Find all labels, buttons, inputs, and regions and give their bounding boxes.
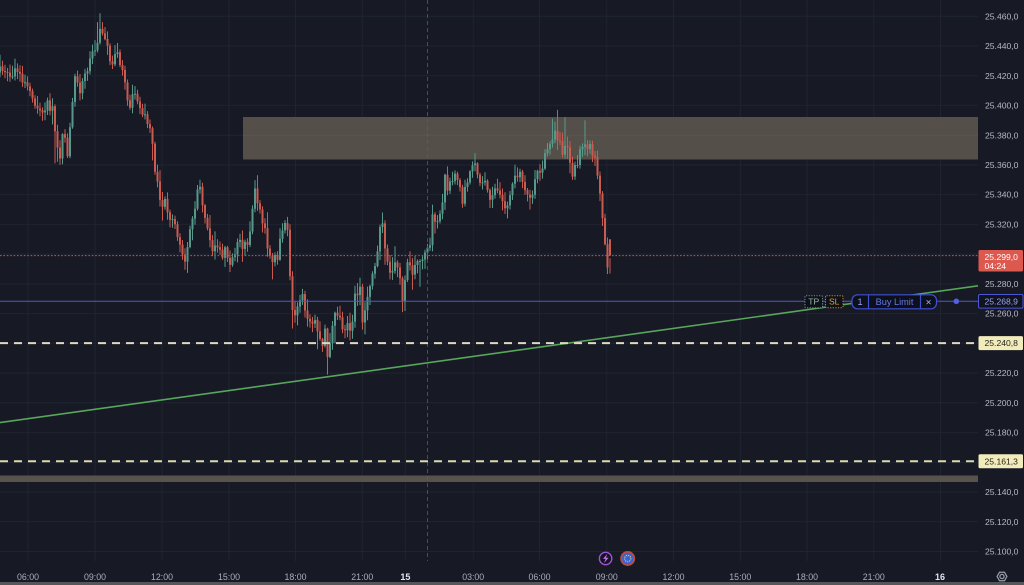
svg-text:25.161,3: 25.161,3 <box>985 456 1019 466</box>
svg-text:09:00: 09:00 <box>84 572 106 582</box>
svg-text:12:00: 12:00 <box>151 572 173 582</box>
svg-text:25.100,0: 25.100,0 <box>985 547 1019 557</box>
svg-text:18:00: 18:00 <box>796 572 818 582</box>
svg-text:1: 1 <box>857 297 862 307</box>
svg-text:18:00: 18:00 <box>284 572 306 582</box>
svg-text:25.260,0: 25.260,0 <box>985 309 1019 319</box>
svg-text:25.240,8: 25.240,8 <box>985 338 1019 348</box>
svg-text:25.460,0: 25.460,0 <box>985 11 1019 21</box>
svg-text:25.220,0: 25.220,0 <box>985 368 1019 378</box>
svg-text:25.320,0: 25.320,0 <box>985 220 1019 230</box>
svg-text:25.380,0: 25.380,0 <box>985 130 1019 140</box>
svg-text:06:00: 06:00 <box>528 572 550 582</box>
svg-text:25.420,0: 25.420,0 <box>985 71 1019 81</box>
svg-text:04:24: 04:24 <box>985 261 1007 271</box>
svg-text:25.268,9: 25.268,9 <box>985 296 1019 306</box>
svg-text:15:00: 15:00 <box>218 572 240 582</box>
svg-text:15:00: 15:00 <box>729 572 751 582</box>
svg-text:25.340,0: 25.340,0 <box>985 190 1019 200</box>
svg-text:25.440,0: 25.440,0 <box>985 41 1019 51</box>
svg-text:SL: SL <box>829 297 840 307</box>
svg-text:TP: TP <box>808 297 819 307</box>
svg-text:×: × <box>926 297 932 308</box>
svg-text:21:00: 21:00 <box>863 572 885 582</box>
svg-text:25.360,0: 25.360,0 <box>985 160 1019 170</box>
svg-text:25.400,0: 25.400,0 <box>985 101 1019 111</box>
svg-text:03:00: 03:00 <box>462 572 484 582</box>
svg-text:25.280,0: 25.280,0 <box>985 279 1019 289</box>
svg-text:Buy Limit: Buy Limit <box>876 297 914 307</box>
svg-text:16: 16 <box>935 572 945 582</box>
svg-text:25.120,0: 25.120,0 <box>985 517 1019 527</box>
svg-text:21:00: 21:00 <box>351 572 373 582</box>
svg-text:09:00: 09:00 <box>596 572 618 582</box>
svg-text:25.200,0: 25.200,0 <box>985 398 1019 408</box>
svg-text:15: 15 <box>400 572 410 582</box>
svg-text:25.140,0: 25.140,0 <box>985 487 1019 497</box>
svg-text:25.299,0: 25.299,0 <box>985 252 1019 262</box>
svg-text:12:00: 12:00 <box>662 572 684 582</box>
svg-text:06:00: 06:00 <box>17 572 39 582</box>
svg-text:25.180,0: 25.180,0 <box>985 428 1019 438</box>
